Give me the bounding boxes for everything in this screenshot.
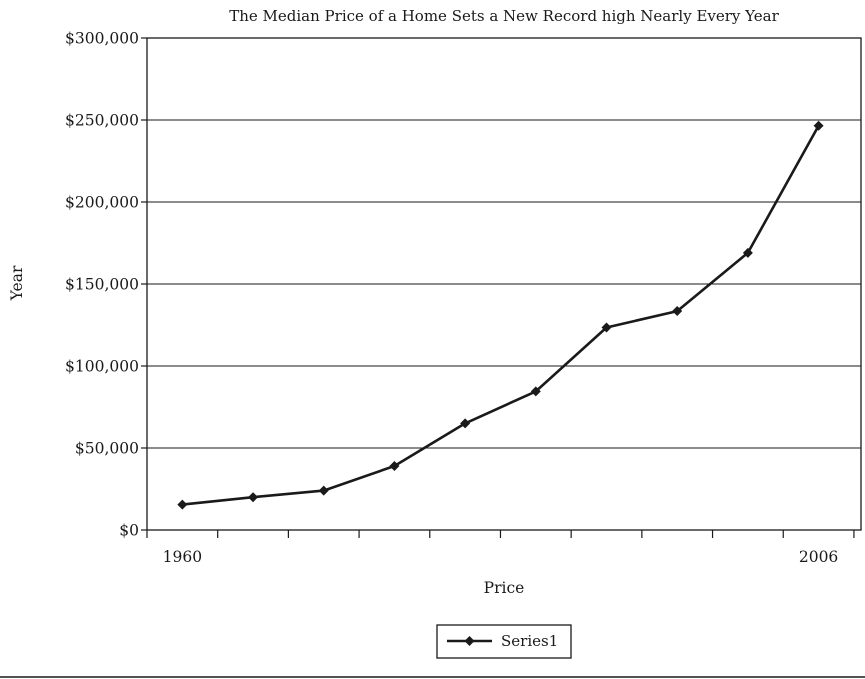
y-axis-tick-labels: $0 $50,000 $100,000 $150,000 $200,000 $250,00… [65,30,139,540]
axis-ticks [141,37,855,538]
legend-label: Series1 [501,632,558,650]
data-point-marker [177,499,188,510]
series1-line [182,125,820,506]
data-point-marker [460,418,471,429]
y-tick-label: $100,000 [65,358,139,376]
y-tick-label: $200,000 [65,194,139,212]
data-point-marker [248,492,259,503]
data-point-marker [742,247,753,258]
data-point-marker [601,322,612,333]
legend-marker-swatch [464,636,475,646]
gridlines [147,119,861,449]
data-point-marker [530,386,541,397]
data-point-marker [813,120,824,131]
y-tick-label: $250,000 [65,112,139,130]
data-point-marker [672,306,683,317]
y-tick-label: $50,000 [75,440,139,458]
chart-title: The Median Price of a Home Sets a New Re… [229,7,779,25]
y-tick-label: $150,000 [65,276,139,294]
series1-markers [177,120,824,510]
y-axis-label: Year [8,265,26,301]
legend-box [436,624,572,659]
legend: Series1 [436,624,572,659]
x-axis-label: Price [484,579,525,597]
y-tick-label: $0 [119,522,139,540]
x-tick-label: 2006 [799,548,838,566]
data-point-marker [389,461,400,472]
y-tick-label: $300,000 [65,30,139,48]
x-tick-label: 1960 [163,548,202,566]
data-point-marker [318,485,329,496]
x-axis-tick-labels: 1960 2006 [163,548,839,566]
